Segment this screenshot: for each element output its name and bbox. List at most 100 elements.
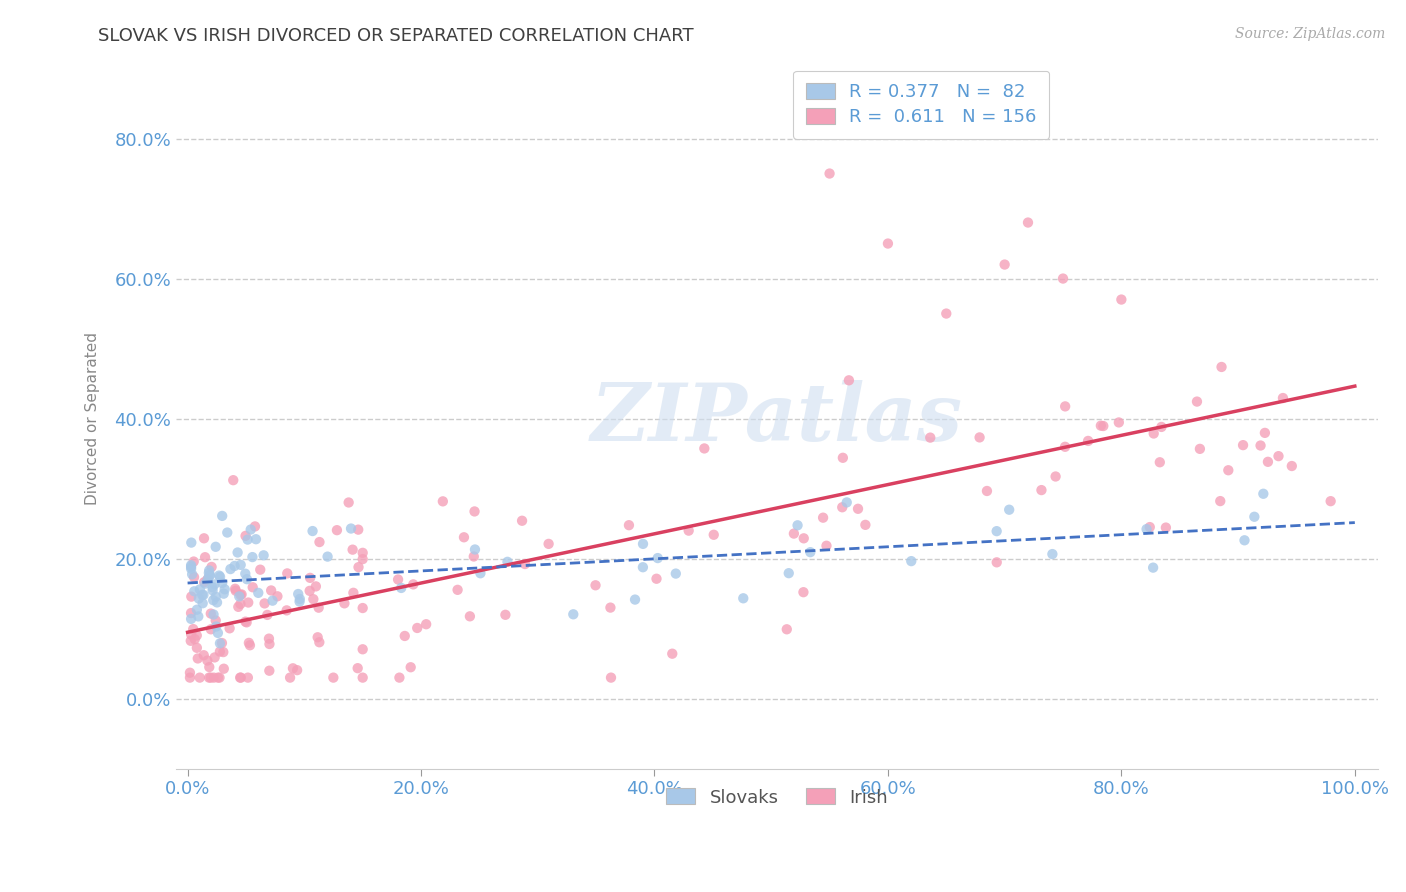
Point [877,236,900,251]
Point [242,580,264,594]
Point [238,636,260,650]
Text: Source: ZipAtlas.com: Source: ZipAtlas.com [1234,27,1385,41]
Point [257,632,280,646]
Point [969,430,991,444]
Point [1054,400,1077,414]
Point [180,559,202,574]
Point [838,373,860,387]
Point [187,651,209,665]
Point [183,570,205,584]
Point [187,591,209,606]
Point [204,590,226,604]
Point [352,671,374,685]
Point [208,568,231,582]
Point [1017,215,1039,229]
Point [188,582,211,597]
Point [1052,271,1074,285]
Point [211,576,233,591]
Point [322,671,344,685]
Text: ZIPatlas: ZIPatlas [591,380,963,458]
Point [186,603,208,617]
Point [211,636,233,650]
Point [253,596,276,610]
Point [235,529,257,543]
Point [316,549,339,564]
Point [831,500,853,515]
Point [733,591,755,606]
Point [1281,458,1303,473]
Point [281,661,304,675]
Point [562,607,585,622]
Point [202,607,225,622]
Point [179,671,201,685]
Point [1185,394,1208,409]
Point [239,638,262,652]
Point [302,592,325,607]
Point [193,531,215,545]
Point [193,575,215,590]
Point [201,583,224,598]
Point [1243,509,1265,524]
Point [260,583,283,598]
Point [233,566,256,581]
Point [212,662,235,676]
Point [631,560,654,574]
Point [247,586,270,600]
Y-axis label: Divorced or Separated: Divorced or Separated [86,332,100,505]
Point [214,582,236,597]
Point [186,640,208,655]
Point [202,671,225,685]
Point [180,612,202,626]
Point [786,518,808,533]
Point [599,600,621,615]
Point [180,606,202,620]
Point [204,650,226,665]
Point [194,550,217,565]
Point [1209,494,1232,508]
Point [600,671,623,685]
Point [219,562,242,576]
Point [208,645,231,659]
Point [496,555,519,569]
Point [238,595,260,609]
Point [201,580,224,594]
Point [1271,391,1294,405]
Point [180,558,202,573]
Point [242,550,264,565]
Point [693,442,716,456]
Point [184,632,207,647]
Point [352,642,374,657]
Point [647,551,669,566]
Point [226,545,249,559]
Point [186,628,208,642]
Point [1031,483,1053,497]
Point [236,572,259,586]
Point [1267,449,1289,463]
Point [645,572,668,586]
Point [406,621,429,635]
Point [1257,455,1279,469]
Point [340,522,363,536]
Point [446,582,468,597]
Point [900,554,922,568]
Point [276,603,298,617]
Point [352,552,374,566]
Point [342,586,364,600]
Point [228,599,250,614]
Point [415,617,437,632]
Point [1188,442,1211,456]
Point [1232,438,1254,452]
Point [200,560,222,574]
Point [218,621,240,635]
Point [180,590,202,604]
Point [352,601,374,615]
Point [1250,438,1272,452]
Point [402,577,425,591]
Point [464,542,486,557]
Point [394,629,416,643]
Point [458,609,481,624]
Point [224,558,246,573]
Point [1253,487,1275,501]
Point [703,528,725,542]
Point [537,537,560,551]
